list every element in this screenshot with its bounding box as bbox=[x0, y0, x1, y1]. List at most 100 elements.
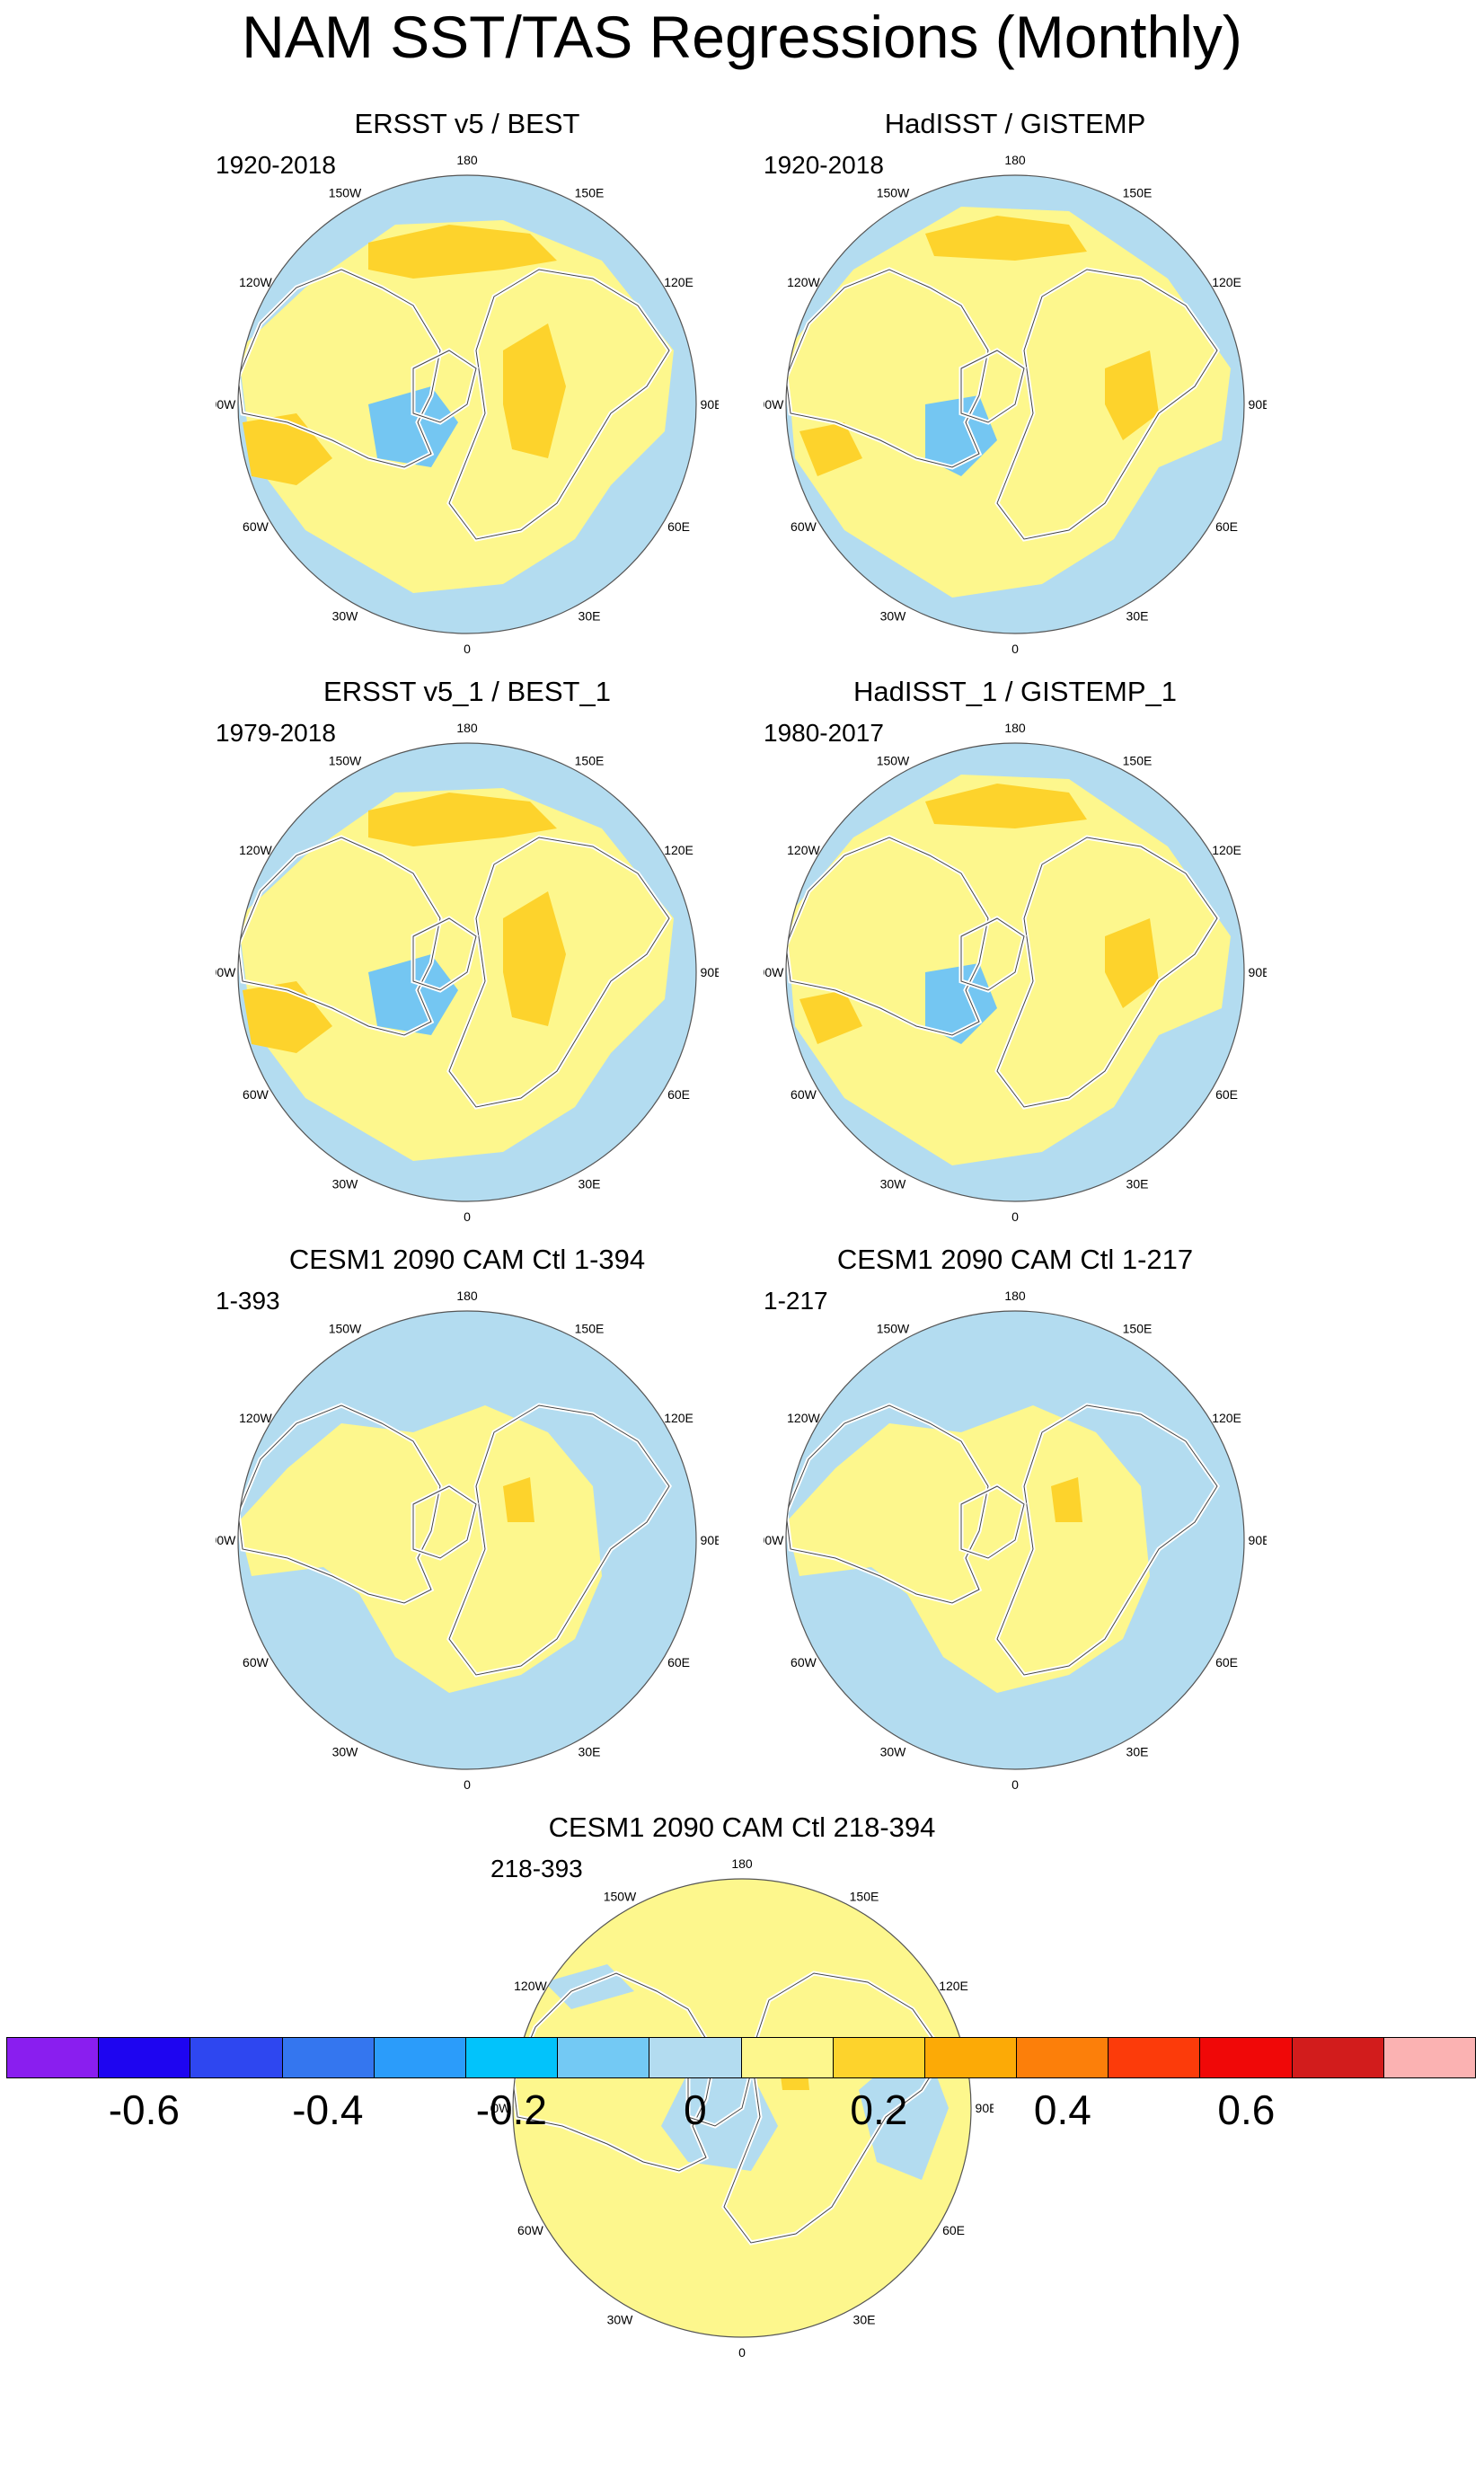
longitude-label: 150W bbox=[329, 753, 362, 767]
longitude-label: 90W bbox=[764, 397, 784, 412]
longitude-label: 120W bbox=[787, 1411, 820, 1425]
longitude-label: 60W bbox=[243, 1655, 269, 1670]
longitude-label: 0 bbox=[738, 2345, 746, 2360]
longitude-label: 60W bbox=[243, 519, 269, 534]
longitude-label: 30E bbox=[579, 1745, 601, 1759]
longitude-label: 90W bbox=[764, 965, 784, 979]
longitude-label: 150E bbox=[1123, 185, 1153, 199]
positive-region bbox=[238, 788, 674, 1161]
longitude-label: 120E bbox=[939, 1979, 968, 1993]
colorbar-label: -0.6 bbox=[108, 2086, 181, 2133]
colorbar-label: 0.4 bbox=[1033, 2086, 1091, 2133]
colorbar-box bbox=[1017, 2038, 1109, 2077]
map-field bbox=[786, 743, 1244, 1201]
longitude-label: 30W bbox=[332, 1745, 359, 1759]
longitude-label: 90E bbox=[701, 1533, 719, 1547]
longitude-label: 120E bbox=[1212, 275, 1241, 289]
longitude-label: 120E bbox=[664, 843, 693, 857]
longitude-label: 60W bbox=[517, 2223, 544, 2237]
coastline bbox=[960, 917, 1025, 991]
longitude-label: 90E bbox=[976, 2101, 994, 2115]
positive-maximum-region bbox=[925, 784, 1087, 828]
longitude-label: 90W bbox=[216, 397, 236, 412]
panel-years: 1920-2018 bbox=[764, 151, 884, 179]
map-panel-7: CESM1 2090 CAM Ctl 218-394 218-393 180 15… bbox=[490, 1811, 994, 2373]
map-panel-5: CESM1 2090 CAM Ctl 1-394 1-393 180 150E 12… bbox=[216, 1244, 719, 1805]
positive-maximum-region bbox=[1105, 918, 1159, 1008]
map-border bbox=[512, 1878, 972, 2338]
longitude-label: 60W bbox=[243, 1087, 269, 1102]
longitude-label: 30W bbox=[332, 609, 359, 624]
longitude-label: 30W bbox=[607, 2313, 634, 2327]
positive-maximum-region bbox=[368, 793, 557, 846]
panel-title: CESM1 2090 CAM Ctl 218-394 bbox=[548, 1811, 936, 1843]
panel-years: 1920-2018 bbox=[216, 151, 336, 179]
positive-maximum-region bbox=[503, 891, 566, 1026]
longitude-label: 30W bbox=[880, 609, 907, 624]
map-panel-2: HadISST / GISTEMP 1920-2018 180 150E 120E 9… bbox=[764, 108, 1267, 669]
colorbar-label: -0.2 bbox=[475, 2086, 548, 2133]
polar-map: 180 150E 120E 90E 60E 30E 0 30W 60W 90W 120W 150W bbox=[764, 1289, 1267, 1792]
longitude-label: 150E bbox=[575, 185, 605, 199]
longitude-label: 90E bbox=[1249, 1533, 1267, 1547]
colorbar-box bbox=[1292, 2038, 1384, 2077]
longitude-label: 60E bbox=[667, 519, 690, 534]
coastline bbox=[412, 350, 477, 423]
colorbar-box bbox=[465, 2038, 559, 2077]
coastline bbox=[238, 1404, 441, 1604]
panel-years: 1-217 bbox=[764, 1287, 828, 1315]
positive-maximum-region bbox=[799, 990, 862, 1044]
colorbar-box bbox=[1383, 2038, 1475, 2077]
polar-map: 180 150E 120E 90E 60E 30E 0 30W 60W 90W 120W 150W bbox=[216, 1289, 719, 1792]
longitude-label: 120E bbox=[1212, 843, 1241, 857]
longitude-label: 150E bbox=[850, 1889, 879, 1903]
longitude-label: 150W bbox=[329, 185, 362, 199]
colorbar-box bbox=[7, 2038, 100, 2077]
longitude-label: 90W bbox=[216, 1533, 236, 1547]
coastline bbox=[996, 837, 1218, 1108]
coastline bbox=[513, 1972, 716, 2172]
longitude-label: 30W bbox=[880, 1177, 907, 1191]
longitude-label: 180 bbox=[1004, 721, 1026, 735]
longitude-label: 120W bbox=[787, 843, 820, 857]
longitude-label: 180 bbox=[1004, 1289, 1026, 1303]
positive-maximum-region bbox=[503, 1477, 534, 1522]
longitude-label: 150W bbox=[604, 1889, 637, 1903]
positive-maximum-region bbox=[368, 225, 557, 279]
colorbar-box bbox=[374, 2038, 466, 2077]
positive-maximum-region bbox=[799, 422, 862, 476]
longitude-label: 0 bbox=[464, 1777, 471, 1792]
negative-minimum-region bbox=[368, 954, 458, 1035]
longitude-label: 150W bbox=[877, 1321, 910, 1335]
longitude-label: 150W bbox=[877, 185, 910, 199]
longitude-label: 150W bbox=[329, 1321, 362, 1335]
longitude-label: 30E bbox=[1126, 1177, 1149, 1191]
longitude-label: 180 bbox=[456, 721, 478, 735]
longitude-label: 90E bbox=[1249, 965, 1267, 979]
longitude-label: 90E bbox=[1249, 397, 1267, 412]
longitude-label: 120W bbox=[514, 1979, 547, 1993]
colorbar-labels: -0.6 -0.4 -0.2 0 0.2 0.4 0.6 bbox=[0, 2085, 1484, 2139]
longitude-label: 30E bbox=[579, 609, 601, 624]
longitude-label: 30E bbox=[853, 2313, 876, 2327]
longitude-label: 90E bbox=[701, 397, 719, 412]
longitude-label: 60E bbox=[1215, 1655, 1238, 1670]
panel-title: HadISST_1 / GISTEMP_1 bbox=[852, 676, 1178, 707]
colorbar-label: 0.6 bbox=[1217, 2086, 1276, 2133]
coastline bbox=[960, 1485, 1025, 1559]
positive-region bbox=[238, 220, 674, 593]
longitude-label: 120W bbox=[239, 275, 272, 289]
coastline bbox=[412, 917, 477, 991]
longitude-label: 120E bbox=[664, 1411, 693, 1425]
longitude-label: 180 bbox=[1004, 153, 1026, 167]
positive-region bbox=[786, 207, 1231, 598]
colorbar-box bbox=[282, 2038, 375, 2077]
panel-title: ERSST v5_1 / BEST_1 bbox=[323, 676, 611, 707]
positive-maximum-region bbox=[1105, 350, 1159, 440]
map-panel-1: ERSST v5 / BEST 1920-2018 180 150E 120E 90E… bbox=[216, 108, 719, 669]
coastline bbox=[412, 1485, 477, 1559]
longitude-label: 120E bbox=[1212, 1411, 1241, 1425]
longitude-label: 120E bbox=[664, 275, 693, 289]
colorbar-box bbox=[741, 2038, 834, 2077]
positive-maximum-region bbox=[925, 216, 1087, 261]
